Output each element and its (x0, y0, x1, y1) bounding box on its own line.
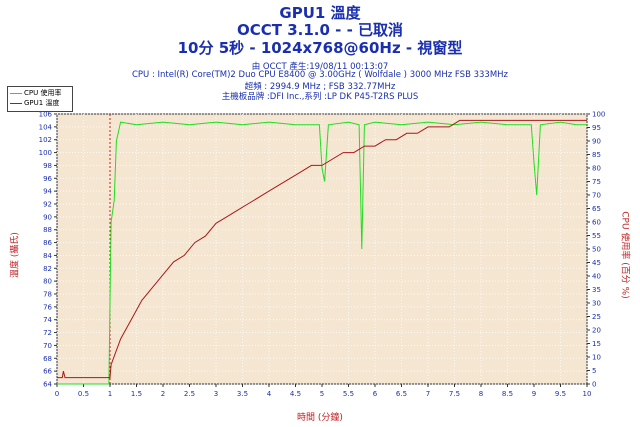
y-right-tick-label: 95 (592, 124, 601, 132)
y-left-tick-label: 68 (43, 355, 52, 363)
y-right-tick-label: 80 (592, 165, 601, 173)
x-tick-label: 1.5 (131, 390, 142, 398)
series-line-cpu (57, 121, 587, 385)
y-right-tick-label: 55 (592, 232, 601, 240)
chart-subtitle: OCCT 3.1.0 - - 已取消 (236, 21, 404, 39)
series-line-gpu (57, 119, 587, 379)
y-left-tick-label: 94 (43, 188, 52, 196)
x-tick-label: 4 (267, 390, 272, 398)
y-right-tick-label: 50 (592, 246, 601, 254)
y-right-tick-label: 20 (592, 327, 601, 335)
y-left-tick-label: 64 (43, 381, 52, 389)
x-tick-label: 5 (320, 390, 324, 398)
info-generated: 由 OCCT 產生:19/08/11 00:13:07 (251, 62, 389, 72)
y-left-tick-label: 96 (43, 175, 52, 183)
y-left-tick-label: 92 (43, 201, 52, 209)
info-overclock: 超頻 : 2994.9 MHz ; FSB 332.77MHz (244, 82, 396, 92)
y-left-tick-label: 106 (39, 111, 53, 119)
y-left-tick-label: 100 (39, 149, 52, 157)
legend-item-cpu: CPU 使用率 (10, 88, 61, 98)
y-right-tick-label: 35 (592, 286, 601, 294)
x-tick-label: 9 (532, 390, 536, 398)
y-right-tick-label: 75 (592, 178, 601, 186)
y-left-tick-label: 66 (43, 368, 52, 376)
x-tick-label: 1 (108, 390, 112, 398)
legend-swatch-cpu (10, 92, 22, 94)
x-tick-label: 10 (583, 390, 592, 398)
y-right-tick-label: 90 (592, 138, 601, 146)
x-tick-label: 7.5 (449, 390, 460, 398)
legend-item-gpu: GPU1 溫度 (10, 98, 59, 108)
y-left-tick-label: 70 (43, 342, 52, 350)
y-left-tick-label: 104 (39, 123, 53, 131)
info-cpu: CPU : Intel(R) Core(TM)2 Duo CPU E8400 @… (131, 70, 509, 80)
legend-label-gpu: GPU1 溫度 (24, 99, 60, 107)
y-right-tick-label: 15 (592, 340, 601, 348)
x-tick-label: 7 (426, 390, 430, 398)
legend: CPU 使用率 GPU1 溫度 (7, 86, 73, 112)
y-left-tick-label: 102 (39, 136, 52, 144)
y-left-tick-label: 90 (43, 213, 52, 221)
legend-swatch-gpu (10, 102, 22, 104)
x-tick-label: 8 (479, 390, 483, 398)
x-tick-label: 9.5 (555, 390, 566, 398)
x-axis-label: 時間 (分鐘) (297, 413, 343, 423)
x-tick-label: 3.5 (237, 390, 248, 398)
info-motherboard: 主機板品牌 :DFI Inc.,系列 :LP DK P45-T2RS PLUS (221, 92, 419, 102)
y-left-tick-label: 98 (43, 162, 52, 170)
y-left-tick-label: 72 (43, 329, 52, 337)
x-tick-label: 2.5 (184, 390, 195, 398)
y-left-tick-label: 74 (43, 316, 52, 324)
chart-subtitle-2: 10分 5秒 - 1024x768@60Hz - 視窗型 (177, 39, 463, 57)
y-right-tick-label: 70 (592, 192, 601, 200)
y-left-tick-label: 84 (43, 252, 52, 260)
y-right-tick-label: 0 (592, 381, 596, 389)
x-tick-label: 5.5 (343, 390, 354, 398)
x-tick-label: 6 (373, 390, 378, 398)
y-right-tick-label: 5 (592, 367, 596, 375)
y-left-tick-label: 86 (43, 239, 52, 247)
y-axis-label-left: 溫度 (攝氏) (10, 232, 21, 278)
y-left-tick-label: 80 (43, 278, 52, 286)
y-left-tick-label: 78 (43, 291, 52, 299)
y-right-tick-label: 60 (592, 219, 601, 227)
x-tick-label: 0 (55, 390, 59, 398)
x-tick-label: 6.5 (396, 390, 407, 398)
y-left-tick-label: 76 (43, 303, 52, 311)
y-left-tick-label: 82 (43, 265, 52, 273)
x-tick-label: 4.5 (290, 390, 301, 398)
x-tick-label: 8.5 (502, 390, 513, 398)
y-right-tick-label: 45 (592, 259, 601, 267)
y-axis-label-right: CPU 使用率 (百分 %) (619, 211, 630, 299)
y-right-tick-label: 40 (592, 273, 601, 281)
legend-label-cpu: CPU 使用率 (24, 89, 62, 97)
y-right-tick-label: 30 (592, 300, 601, 308)
y-right-tick-label: 100 (592, 111, 605, 119)
x-tick-label: 2 (161, 390, 165, 398)
x-tick-label: 0.5 (78, 390, 89, 398)
y-left-tick-label: 88 (43, 226, 52, 234)
y-right-tick-label: 10 (592, 354, 601, 362)
y-right-tick-label: 25 (592, 313, 601, 321)
chart-title: GPU1 溫度 (279, 4, 361, 22)
y-right-tick-label: 85 (592, 151, 601, 159)
y-right-tick-label: 65 (592, 205, 601, 213)
x-tick-label: 3 (214, 390, 218, 398)
